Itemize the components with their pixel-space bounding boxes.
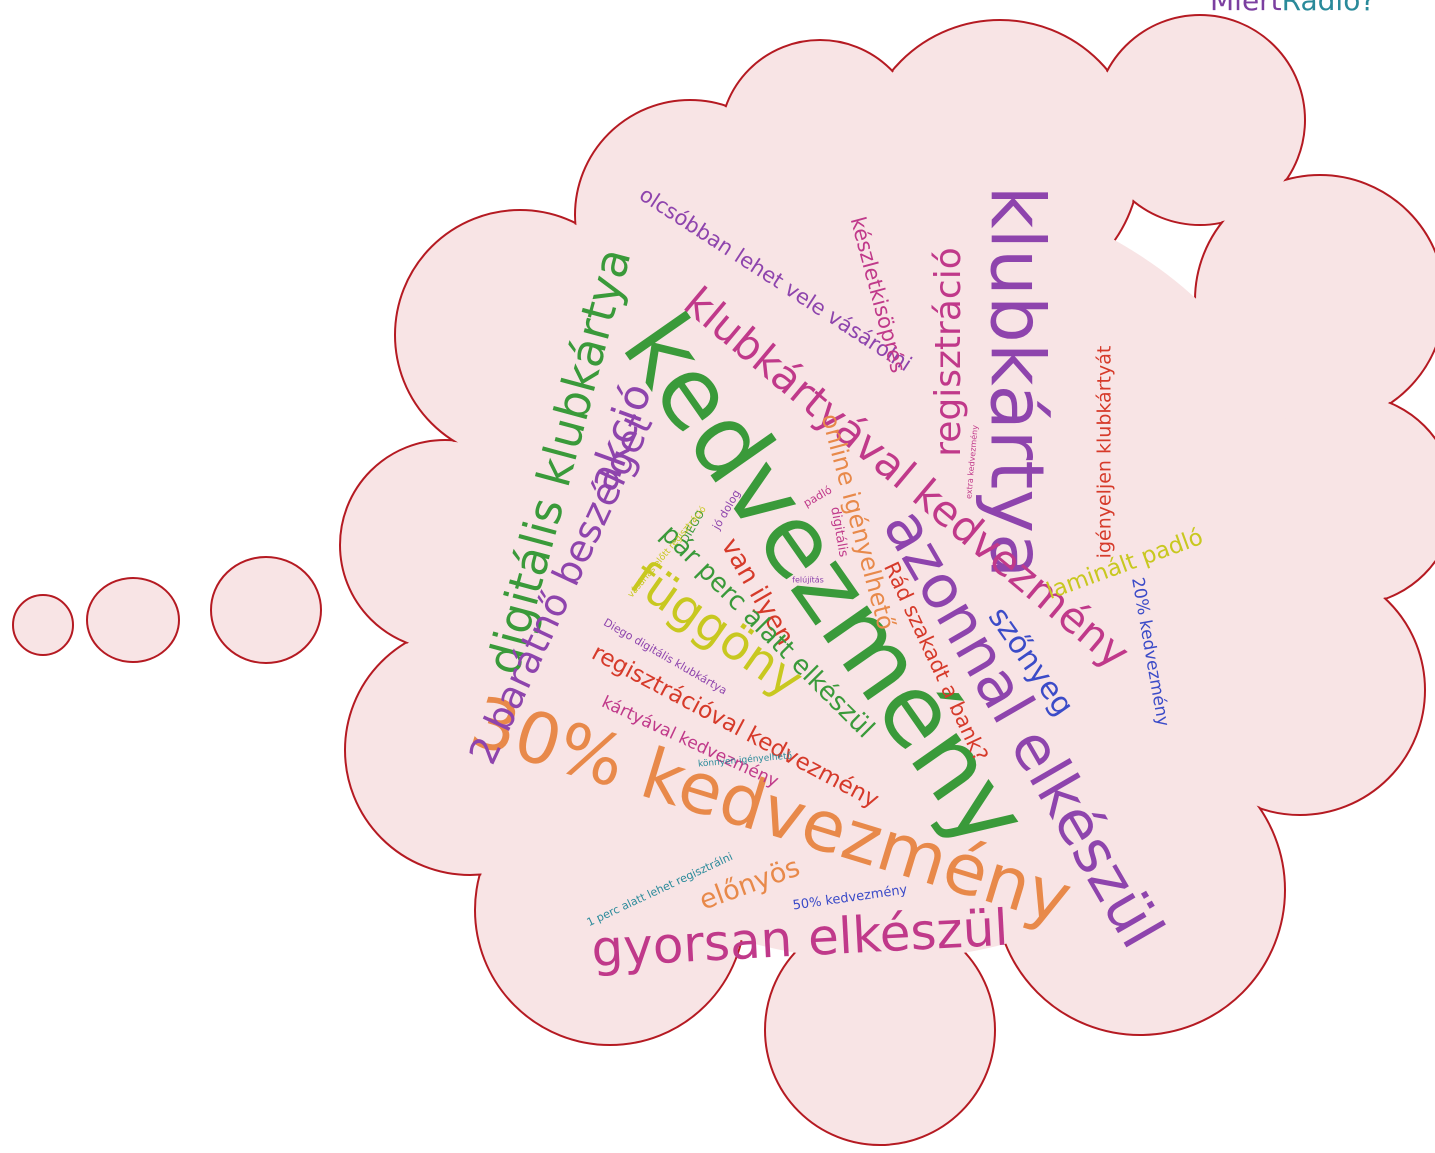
cloud-fill: [1196, 176, 1435, 424]
brand-first: Miért: [1210, 0, 1282, 17]
cloud-fill: [1096, 16, 1304, 224]
small-bubble: [86, 577, 180, 663]
brand-second: Rádió?: [1282, 0, 1376, 17]
word: igényeljen klubkártyát: [1094, 346, 1116, 559]
cloud-fill: [766, 916, 994, 1144]
word: klubkártya: [973, 186, 1059, 579]
word: felújítás: [792, 576, 824, 585]
cloud-fill: [440, 180, 1320, 960]
word: regisztráció: [928, 247, 969, 456]
small-bubble: [12, 594, 74, 656]
thought-bubble: [12, 14, 1435, 1146]
brand: MiértRádió?: [1210, 0, 1375, 17]
small-bubble: [210, 556, 322, 664]
